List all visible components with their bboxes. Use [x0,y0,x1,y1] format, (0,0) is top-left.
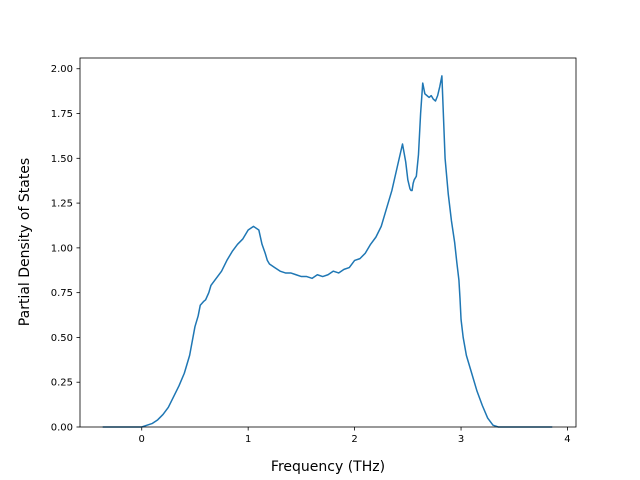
plot-area [80,58,576,427]
x-tick-label: 0 [139,434,145,445]
y-axis-ticks: 0.00 0.25 0.50 0.75 1.00 1.25 1.50 1.75 2.00 [51,64,80,434]
series-line [102,75,553,428]
y-tick-label: 1.50 [51,154,73,165]
y-tick-label: 0.00 [51,423,73,434]
x-axis-ticks: 0 1 2 3 4 [139,427,571,445]
y-tick-label: 2.00 [51,64,73,75]
x-tick-label: 2 [351,434,357,445]
y-tick-label: 1.75 [51,109,73,120]
y-tick-label: 0.75 [51,288,73,299]
x-axis-title: Frequency (THz) [271,459,385,475]
y-tick-label: 0.25 [51,378,73,389]
y-tick-label: 1.00 [51,243,73,254]
x-tick-label: 4 [564,434,570,445]
y-axis-title: Partial Density of States [17,158,33,326]
axes-background [80,58,576,427]
axes-frame [79,57,577,428]
y-tick-label: 0.50 [51,333,73,344]
y-tick-label: 1.25 [51,199,73,210]
x-tick-label: 1 [245,434,251,445]
x-tick-label: 3 [458,434,464,445]
